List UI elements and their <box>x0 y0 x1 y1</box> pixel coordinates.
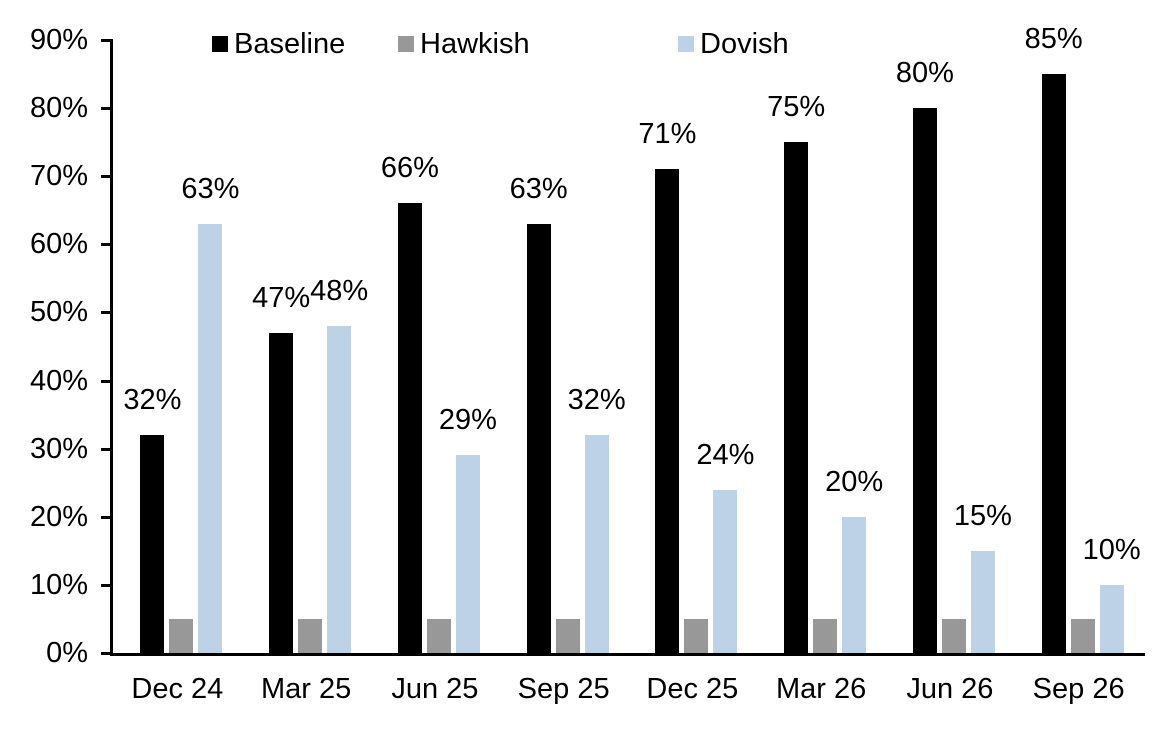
y-axis-tick-mark <box>101 175 113 179</box>
bar-hawkish <box>1070 618 1095 653</box>
value-label-dovish: 48% <box>310 275 369 308</box>
bar-baseline <box>140 435 165 653</box>
y-axis-tick-mark <box>101 311 113 315</box>
y-axis-tick-mark <box>101 243 113 247</box>
y-axis-tick-mark <box>101 652 113 655</box>
x-axis-tick-label: Dec 24 <box>131 673 224 705</box>
value-label-baseline: 71% <box>638 118 697 151</box>
x-axis-tick-label: Sep 26 <box>1032 673 1125 705</box>
value-label-dovish: 29% <box>438 404 497 437</box>
bar-hawkish <box>298 618 323 653</box>
value-label-baseline: 75% <box>767 91 826 124</box>
legend-item-baseline: Baseline <box>212 26 345 62</box>
y-axis-line <box>110 40 113 656</box>
y-axis-tick-mark <box>101 583 113 587</box>
legend-item-hawkish: Hawkish <box>398 26 530 62</box>
y-axis-tick-label: 20% <box>29 500 88 533</box>
y-axis-tick-mark <box>101 447 113 451</box>
x-axis-tick-label: Sep 25 <box>517 673 610 705</box>
bar-dovish <box>713 489 738 653</box>
legend-item-dovish: Dovish <box>678 26 789 62</box>
plot-area: 32% 63% 47% 48% 66% 29% 63% 32% 71% 24% 75% 20% 80% 1… <box>113 23 1143 653</box>
y-axis-tick-label: 30% <box>29 432 88 465</box>
y-axis-tick-label: 70% <box>29 160 88 193</box>
value-label-dovish: 24% <box>696 438 755 471</box>
bar-baseline <box>912 108 937 653</box>
bar-hawkish <box>169 618 194 653</box>
x-axis-tick-label: Dec 25 <box>646 673 739 705</box>
bar-dovish <box>327 326 352 653</box>
y-axis-tick-label: 0% <box>46 637 88 669</box>
legend-swatch-icon <box>398 36 414 52</box>
x-axis-tick-label: Mar 26 <box>775 673 867 705</box>
legend-label: Hawkish <box>420 28 530 60</box>
value-label-dovish: 20% <box>825 465 884 498</box>
value-label-baseline: 85% <box>1024 23 1083 56</box>
y-axis-tick-label: 80% <box>29 92 88 125</box>
value-label-baseline: 66% <box>380 152 439 185</box>
value-label-baseline: 47% <box>252 281 311 314</box>
legend: Baseline Hawkish Dovish <box>0 26 1152 62</box>
x-axis-tick-label: Mar 25 <box>260 673 352 705</box>
y-axis-tick-mark <box>101 39 113 42</box>
y-axis-tick-mark <box>101 515 113 519</box>
y-axis-tick-label: 40% <box>29 364 88 397</box>
bar-dovish <box>1099 584 1124 653</box>
y-axis-tick-label: 10% <box>29 568 88 601</box>
y-axis-tick-label: 60% <box>29 228 88 261</box>
bar-baseline <box>526 223 551 653</box>
y-axis-tick-mark <box>101 379 113 383</box>
bar-hawkish <box>941 618 966 653</box>
bar-dovish <box>584 435 609 653</box>
bar-hawkish <box>813 618 838 653</box>
bar-baseline <box>1041 74 1066 653</box>
legend-label: Baseline <box>234 28 346 60</box>
bar-hawkish <box>555 618 580 653</box>
value-label-baseline: 63% <box>509 172 568 205</box>
value-label-dovish: 32% <box>567 384 626 417</box>
legend-swatch-icon <box>678 36 694 52</box>
bar-baseline <box>784 142 809 653</box>
bar-dovish <box>842 516 867 653</box>
y-axis-tick-label: 50% <box>29 296 88 329</box>
y-axis-tick-label: 90% <box>29 24 88 56</box>
bar-dovish <box>455 455 480 653</box>
value-label-baseline: 32% <box>123 384 182 417</box>
bar-baseline <box>269 332 294 653</box>
bar-baseline <box>397 203 422 653</box>
value-label-dovish: 15% <box>953 499 1012 532</box>
bar-dovish <box>970 550 995 653</box>
legend-label: Dovish <box>700 28 789 60</box>
x-axis-tick-label: Jun 26 <box>906 673 994 705</box>
y-axis-tick-mark <box>101 107 113 111</box>
value-label-baseline: 80% <box>895 57 954 90</box>
bar-hawkish <box>684 618 709 653</box>
bar-hawkish <box>426 618 451 653</box>
legend-swatch-icon <box>212 36 228 52</box>
x-axis-tick-label: Jun 25 <box>391 673 479 705</box>
value-label-dovish: 63% <box>181 172 240 205</box>
bar-dovish <box>198 223 223 653</box>
bar-baseline <box>655 169 680 653</box>
value-label-dovish: 10% <box>1082 533 1141 566</box>
x-axis-line <box>110 653 1145 656</box>
